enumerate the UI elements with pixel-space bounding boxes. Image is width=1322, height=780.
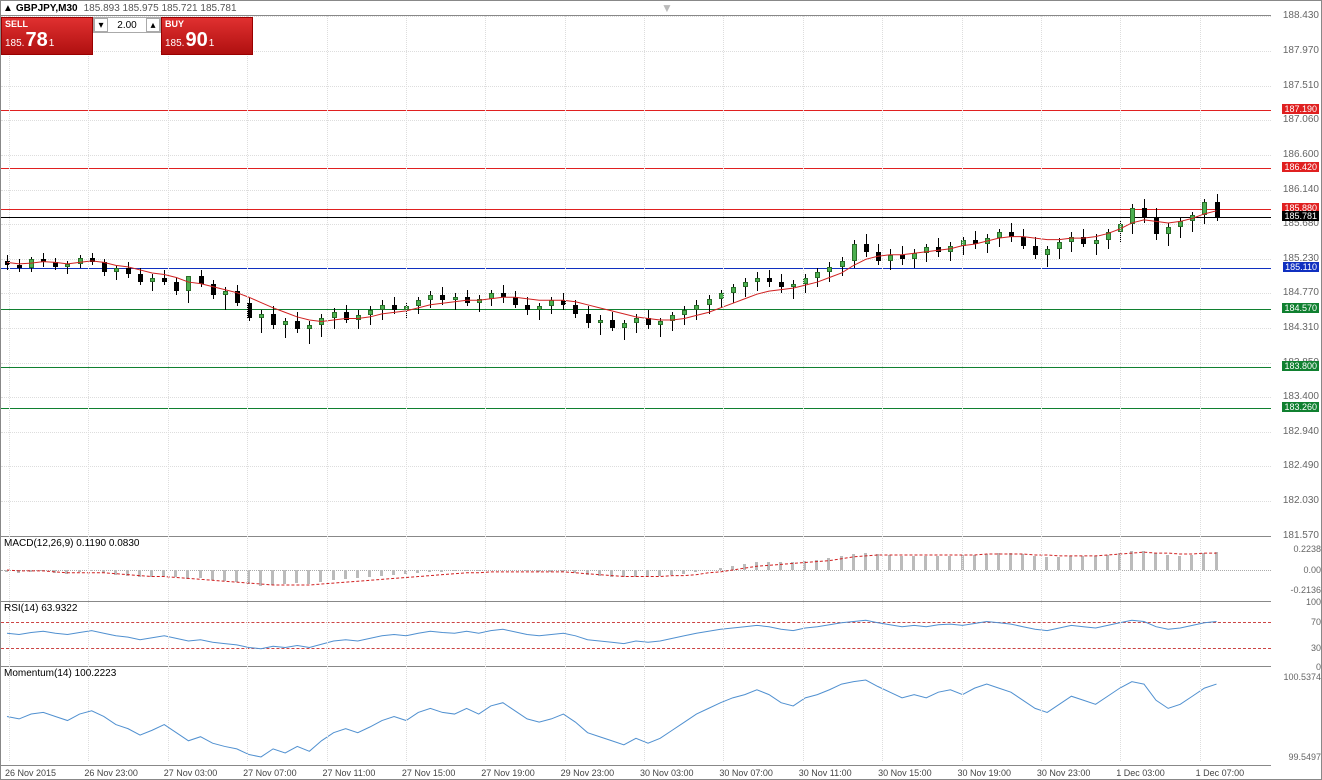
buy-price: 185.901 bbox=[165, 29, 214, 52]
time-tick: 1 Dec 07:00 bbox=[1196, 768, 1245, 778]
rsi-panel[interactable]: RSI(14) 63.9322 10070300 bbox=[1, 601, 1271, 666]
time-tick: 30 Nov 19:00 bbox=[958, 768, 1012, 778]
rsi-tick: 100 bbox=[1306, 597, 1321, 607]
ohlc-label: 185.893 185.975 185.721 185.781 bbox=[84, 3, 237, 14]
collapse-icon[interactable]: ▼ bbox=[661, 1, 673, 15]
time-tick: 27 Nov 19:00 bbox=[481, 768, 535, 778]
lot-dropdown-icon[interactable]: ▾ bbox=[94, 18, 108, 32]
buy-button[interactable]: BUY 185.901 bbox=[161, 17, 253, 55]
rsi-axis: 10070300 bbox=[1271, 602, 1322, 666]
macd-title: MACD(12,26,9) 0.1190 0.0830 bbox=[4, 538, 139, 549]
momentum-tick: 99.5497 bbox=[1288, 752, 1321, 762]
level-label: 185.110 bbox=[1283, 262, 1319, 272]
price-axis: 188.430187.970187.510187.060186.600186.1… bbox=[1269, 16, 1321, 536]
trade-panel: SELL 185.781 ▾ 2.00 ▴ BUY 185.901 bbox=[1, 17, 253, 55]
buy-label: BUY bbox=[165, 19, 184, 29]
time-tick: 26 Nov 2015 bbox=[5, 768, 56, 778]
macd-tick: -0.2136 bbox=[1290, 585, 1321, 595]
rsi-title: RSI(14) 63.9322 bbox=[4, 603, 77, 614]
price-tick: 182.030 bbox=[1283, 495, 1319, 506]
level-line bbox=[1, 268, 1271, 269]
sell-button[interactable]: SELL 185.781 bbox=[1, 17, 93, 55]
momentum-axis: 100.5374 99.5497 bbox=[1271, 667, 1322, 766]
sell-label: SELL bbox=[5, 19, 28, 29]
momentum-panel[interactable]: Momentum(14) 100.2223 100.537499.5497 bbox=[1, 666, 1271, 766]
sell-price: 185.781 bbox=[5, 29, 54, 52]
level-label: 186.420 bbox=[1282, 162, 1319, 172]
rsi-tick: 30 bbox=[1311, 643, 1321, 653]
lot-spinner-icon[interactable]: ▴ bbox=[146, 18, 160, 32]
time-tick: 30 Nov 15:00 bbox=[878, 768, 932, 778]
price-tick: 182.490 bbox=[1283, 460, 1319, 471]
price-tick: 182.940 bbox=[1283, 426, 1319, 437]
macd-axis: 0.2238 0.00 -0.2136 bbox=[1271, 537, 1322, 601]
price-tick: 187.060 bbox=[1283, 114, 1319, 125]
price-tick: 186.140 bbox=[1283, 184, 1319, 195]
macd-panel[interactable]: MACD(12,26,9) 0.1190 0.0830 0.22380.00-0… bbox=[1, 536, 1271, 601]
expand-icon[interactable]: ▲ bbox=[3, 3, 13, 14]
price-tick: 186.600 bbox=[1283, 149, 1319, 160]
time-tick: 27 Nov 07:00 bbox=[243, 768, 297, 778]
lot-value[interactable]: 2.00 bbox=[108, 20, 146, 31]
level-label: 187.190 bbox=[1282, 104, 1319, 114]
level-label: 184.570 bbox=[1282, 303, 1319, 313]
title-bar: ▲ GBPJPY,M30 185.893 185.975 185.721 185… bbox=[1, 1, 1271, 16]
time-tick: 30 Nov 23:00 bbox=[1037, 768, 1091, 778]
level-label: 183.800 bbox=[1282, 361, 1319, 371]
momentum-title: Momentum(14) 100.2223 bbox=[4, 668, 116, 679]
price-tick: 187.970 bbox=[1283, 45, 1319, 56]
time-tick: 27 Nov 11:00 bbox=[323, 768, 376, 778]
time-tick: 30 Nov 03:00 bbox=[640, 768, 694, 778]
time-tick: 1 Dec 03:00 bbox=[1116, 768, 1165, 778]
price-tick: 183.400 bbox=[1283, 391, 1319, 402]
price-tick: 187.510 bbox=[1283, 80, 1319, 91]
level-line bbox=[1, 367, 1271, 368]
time-tick: 29 Nov 23:00 bbox=[561, 768, 615, 778]
level-label: 185.781 bbox=[1282, 211, 1319, 221]
price-tick: 184.310 bbox=[1283, 322, 1319, 333]
level-line bbox=[1, 168, 1271, 169]
macd-tick: 0.2238 bbox=[1293, 544, 1321, 554]
lot-control: ▾ 2.00 ▴ bbox=[93, 17, 161, 55]
level-line bbox=[1, 309, 1271, 310]
time-axis: 26 Nov 2015 26 Nov 23:00 27 Nov 03:00 27 No… bbox=[1, 765, 1271, 779]
rsi-tick: 70 bbox=[1311, 617, 1321, 627]
momentum-tick: 100.5374 bbox=[1283, 672, 1321, 682]
macd-tick: 0.00 bbox=[1303, 565, 1321, 575]
time-tick: 27 Nov 03:00 bbox=[164, 768, 218, 778]
price-tick: 188.430 bbox=[1283, 10, 1319, 21]
level-line bbox=[1, 209, 1271, 210]
level-line bbox=[1, 408, 1271, 409]
chart-container: ▼ ▲ GBPJPY,M30 185.893 185.975 185.721 1… bbox=[0, 0, 1322, 780]
level-line bbox=[1, 217, 1271, 218]
level-label: 183.260 bbox=[1282, 402, 1319, 412]
main-chart[interactable] bbox=[1, 16, 1271, 536]
time-tick: 26 Nov 23:00 bbox=[84, 768, 138, 778]
level-line bbox=[1, 110, 1271, 111]
time-tick: 27 Nov 15:00 bbox=[402, 768, 456, 778]
price-tick: 184.770 bbox=[1283, 287, 1319, 298]
time-tick: 30 Nov 07:00 bbox=[719, 768, 773, 778]
symbol-label: GBPJPY,M30 bbox=[16, 3, 78, 14]
time-tick: 30 Nov 11:00 bbox=[799, 768, 852, 778]
